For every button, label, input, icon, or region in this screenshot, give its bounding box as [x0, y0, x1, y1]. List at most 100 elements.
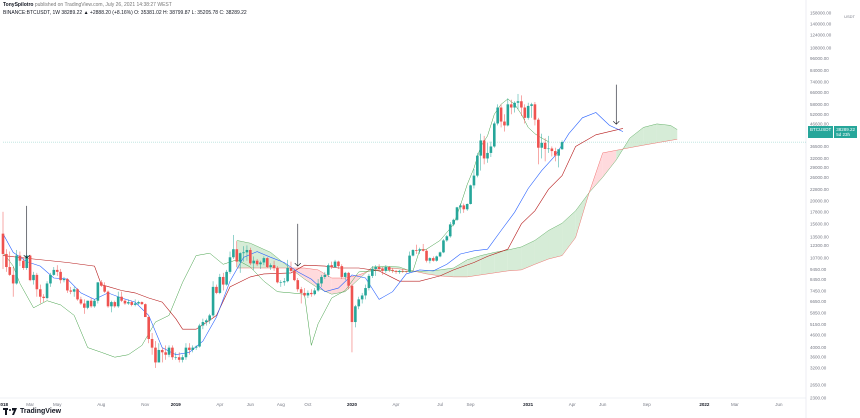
x-tick-label: 2020 [347, 402, 358, 407]
candle-body [496, 107, 499, 124]
candle-body [364, 288, 367, 296]
candle-body [479, 140, 483, 156]
candle-body [11, 274, 15, 284]
x-tick-label: 2022 [699, 402, 710, 407]
candle-body [476, 155, 479, 176]
candle-body [262, 258, 266, 263]
kijun-sen-line [2, 128, 624, 330]
y-tick-label: 36500.00 [810, 144, 829, 149]
candle-body [238, 253, 242, 262]
y-tick-label: 124000.00 [810, 33, 832, 38]
candle-body [553, 151, 557, 156]
candle-body [459, 205, 462, 208]
candle-body [560, 142, 564, 150]
candle-body [76, 289, 79, 300]
publish-info: published on TradingView.com, July 26, 2… [34, 2, 172, 8]
candle-body [377, 267, 381, 269]
candle-body [96, 282, 100, 301]
x-tick-label: Apr [393, 402, 401, 407]
candle-body [204, 320, 208, 323]
candle-body [184, 347, 188, 358]
senkou-span-a-line [236, 123, 678, 295]
candle-body [438, 252, 442, 257]
ichimoku-cloud-segment [602, 150, 617, 178]
candle-body [401, 270, 405, 272]
annotation-arrowhead [613, 121, 620, 125]
ichimoku-cloud-segment [426, 269, 441, 276]
chikou-span-line [2, 98, 549, 358]
x-tick-label: Jun [775, 402, 783, 407]
candle-body [232, 249, 235, 258]
candle-body [133, 303, 137, 305]
candle-body [371, 268, 374, 276]
candle-body [103, 285, 106, 292]
candle-body [465, 203, 469, 210]
candle-body [5, 253, 8, 268]
y-tick-label: 5850.00 [810, 311, 827, 316]
candle-body [218, 276, 222, 293]
candle-body [442, 240, 445, 253]
candle-body [357, 299, 361, 307]
candle-body [354, 306, 357, 323]
y-tick-label: 17800.00 [810, 209, 829, 214]
candle-body [333, 261, 337, 268]
candle-body [249, 249, 252, 264]
y-tick-label: 8450.00 [810, 277, 827, 282]
candle-body [282, 281, 286, 283]
candle-body [45, 283, 49, 299]
candle-body [127, 302, 130, 304]
candle-body [225, 271, 228, 285]
y-tick-label: 2300.00 [810, 396, 827, 401]
candle-body [28, 255, 32, 281]
x-tick-label: Mar [26, 402, 34, 407]
candle-body [286, 267, 289, 282]
candle-body [110, 302, 113, 307]
candle-body [245, 249, 249, 253]
ichimoku-cloud-segment [250, 243, 271, 268]
candle-body [106, 291, 110, 307]
candle-body [431, 258, 435, 261]
candle-body [367, 275, 371, 289]
candle-body [421, 249, 425, 251]
candle-body [181, 357, 184, 360]
y-tick-label: 2650.00 [810, 383, 827, 388]
candle-body [113, 302, 117, 307]
candle-body [154, 347, 157, 363]
y-tick-label: 5150.00 [810, 322, 827, 327]
candle-body [323, 274, 327, 277]
candle-body [15, 255, 18, 284]
x-tick-label: 2018 [0, 402, 9, 407]
candle-body [160, 349, 164, 353]
candle-body [425, 250, 428, 261]
candle-body [391, 269, 394, 271]
y-tick-label: 12300.00 [810, 243, 829, 248]
tradingview-logo[interactable]: TradingView [3, 408, 61, 415]
candle-body [387, 267, 391, 270]
x-tick-label: Apr [216, 402, 224, 407]
candle-body [25, 255, 29, 268]
y-tick-label: 13500.00 [810, 234, 829, 239]
candle-body [435, 256, 438, 261]
candle-body [543, 142, 547, 149]
candle-body [174, 357, 178, 358]
candle-body [255, 260, 259, 265]
candle-body [289, 267, 293, 271]
last-price-tag: BTCUSDT 38289.22 5d 23h [807, 126, 857, 138]
candle-body [62, 279, 66, 281]
y-tick-label: 10700.00 [810, 256, 829, 261]
ichimoku-cloud-segment [656, 123, 671, 143]
candle-body [120, 296, 123, 301]
y-tick-label: 84000.00 [810, 68, 829, 73]
candle-body [537, 119, 540, 148]
candle-body [8, 267, 12, 275]
tenkan-sen-line [2, 112, 624, 356]
candle-body [408, 255, 411, 272]
candle-body [201, 322, 205, 326]
y-tick-label: 66000.00 [810, 90, 829, 95]
candle-body [32, 274, 35, 281]
x-tick-label: Sep [467, 402, 476, 407]
candle-body [306, 292, 310, 296]
ichimoku-cloud-segment [331, 277, 346, 295]
candle-body [252, 260, 256, 264]
